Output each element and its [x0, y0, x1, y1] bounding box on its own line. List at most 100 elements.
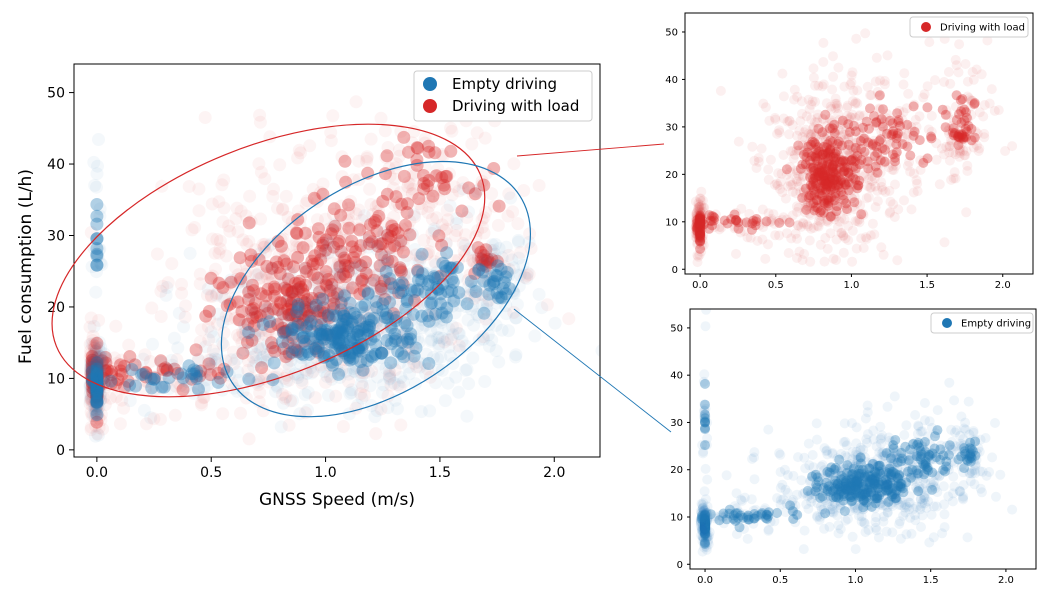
main-points: [83, 95, 600, 446]
main-point-load: [291, 282, 305, 296]
main-point-empty: [332, 325, 346, 339]
main-point-load: [179, 299, 193, 313]
main-point-load: [345, 234, 359, 248]
main-point-load: [351, 222, 365, 236]
main-point-load: [266, 302, 280, 316]
main-point-empty: [135, 368, 149, 382]
main-point-empty: [434, 350, 448, 364]
main-point-load: [460, 211, 474, 224]
main-point-load: [171, 376, 185, 390]
main-point-load: [337, 233, 351, 247]
main-point-load: [291, 345, 305, 359]
inset-load-point-load: [799, 249, 810, 259]
main-point-empty: [325, 329, 339, 343]
main-point-load: [254, 271, 268, 285]
main-point-load: [321, 309, 335, 323]
main-point-load: [279, 390, 293, 404]
main-point-load: [199, 309, 213, 323]
main-point-load: [475, 288, 489, 302]
main-point-load: [91, 351, 105, 364]
main-point-empty: [285, 311, 298, 325]
main-point-empty: [91, 384, 105, 398]
main-point-empty: [429, 304, 443, 318]
main-point-empty: [287, 341, 301, 355]
main-point-load: [388, 239, 402, 253]
main-point-empty: [94, 393, 107, 407]
main-point-empty: [333, 268, 347, 282]
main-point-load: [385, 255, 399, 268]
main-point-load: [210, 233, 224, 246]
main-point-load: [482, 293, 496, 307]
inset-load-point-load: [939, 237, 950, 248]
main-point-load: [395, 265, 408, 279]
inset-empty-point-empty: [866, 501, 877, 512]
main-point-load: [87, 340, 101, 354]
main-point-empty: [446, 299, 460, 313]
main-point-load: [342, 314, 356, 328]
main-point-empty: [331, 324, 345, 338]
main-point-load: [523, 227, 537, 241]
main-point-empty: [316, 292, 330, 306]
main-point-load: [90, 427, 104, 441]
main-point-empty: [238, 323, 252, 337]
main-point-empty: [499, 307, 513, 321]
main-point-load: [271, 317, 285, 330]
main-point-empty: [330, 361, 343, 375]
main-point-load: [327, 207, 340, 221]
main-point-load: [233, 251, 247, 265]
inset-empty-point-empty: [721, 470, 732, 481]
main-point-load: [394, 234, 408, 248]
main-point-load: [290, 343, 303, 357]
main-point-load: [338, 258, 352, 272]
main-point-empty: [90, 249, 104, 263]
main-point-load: [313, 291, 327, 305]
main-point-empty: [385, 319, 399, 333]
inset-load-point-load: [971, 64, 982, 75]
inset-load-point-load: [763, 164, 774, 175]
inset-empty-point-empty: [875, 421, 886, 432]
main-point-load: [354, 239, 368, 253]
main-point-load: [349, 95, 363, 109]
inset-load-xtick-label: 2.0: [995, 280, 1011, 291]
main-point-load: [335, 150, 349, 164]
main-point-load: [340, 214, 354, 228]
main-point-load: [481, 252, 495, 266]
main-point-load: [97, 391, 111, 405]
main-point-load: [168, 408, 182, 422]
main-point-load: [139, 374, 153, 388]
main-point-empty: [303, 332, 317, 346]
main-point-load: [88, 394, 102, 408]
main-point-load: [387, 210, 401, 224]
main-point-load: [88, 354, 102, 368]
main-point-empty: [93, 256, 107, 270]
main-point-load: [261, 324, 275, 338]
main-point-load: [114, 353, 128, 367]
main-point-load: [311, 271, 325, 285]
main-point-load: [388, 172, 402, 186]
main-point-empty: [335, 325, 349, 339]
main-point-empty: [429, 258, 443, 271]
main-point-empty: [89, 403, 103, 417]
main-point-load: [235, 336, 249, 350]
main-point-load: [243, 189, 257, 203]
main-xtick-label: 1.0: [314, 465, 336, 481]
main-point-load: [478, 131, 492, 145]
main-point-empty: [391, 326, 404, 340]
main-point-load: [293, 218, 307, 232]
main-point-load: [502, 262, 516, 276]
main-point-load: [287, 239, 301, 253]
main-point-load: [355, 366, 368, 380]
main-point-empty: [159, 288, 173, 302]
main-point-load: [319, 243, 333, 257]
main-point-empty: [450, 260, 464, 274]
main-point-empty: [595, 344, 600, 357]
load-connector-line: [516, 143, 665, 157]
main-point-load: [255, 308, 269, 322]
main-point-load: [271, 318, 285, 332]
main-point-load: [85, 363, 99, 377]
main-point-empty: [305, 324, 319, 338]
main-point-load: [267, 280, 281, 294]
main-point-load: [244, 371, 258, 385]
main-point-load: [383, 370, 397, 383]
main-point-load: [282, 347, 296, 361]
